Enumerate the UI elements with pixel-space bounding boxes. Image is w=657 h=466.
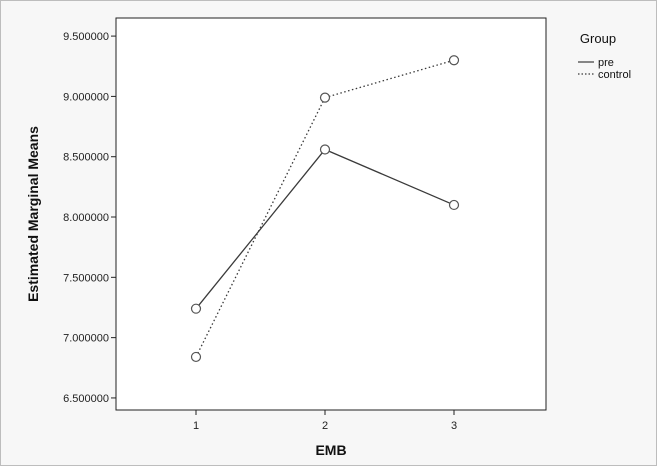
y-tick-label: 9.500000: [63, 31, 109, 43]
y-tick-label: 8.500000: [63, 152, 109, 164]
x-axis: 1 2 3: [193, 410, 457, 432]
y-tick-label: 6.500000: [63, 393, 109, 405]
legend-title: Group: [580, 31, 616, 46]
y-tick-label: 9.000000: [63, 91, 109, 103]
legend-label-control: control: [598, 69, 631, 81]
y-tick-label: 7.000000: [63, 333, 109, 345]
line-segment-pre: [324, 148, 455, 206]
x-tick-label: 3: [451, 420, 457, 432]
data-point-pre: [190, 303, 202, 314]
line-segment-pre: [195, 149, 326, 310]
series-pre: [190, 144, 460, 314]
y-axis: 6.500000 7.000000 7.500000 8.000000 8.500000…: [63, 31, 116, 405]
y-axis-title: Estimated Marginal Means: [25, 126, 41, 302]
data-point-control: [190, 351, 202, 363]
data-point-control: [319, 92, 331, 103]
data-point-pre: [319, 144, 331, 155]
line-segment-control: [195, 97, 326, 358]
x-tick-label: 2: [322, 420, 328, 432]
y-tick-label: 8.000000: [63, 212, 109, 224]
series-group: [190, 55, 460, 363]
plot-area: [115, 17, 547, 411]
series-control: [190, 55, 460, 363]
x-axis-title: EMB: [315, 442, 346, 458]
x-tick-label: 1: [193, 420, 199, 432]
y-tick-label: 7.500000: [63, 272, 109, 284]
data-point-pre: [448, 199, 460, 211]
data-point-control: [448, 55, 460, 66]
legend-label-pre: pre: [598, 57, 614, 69]
